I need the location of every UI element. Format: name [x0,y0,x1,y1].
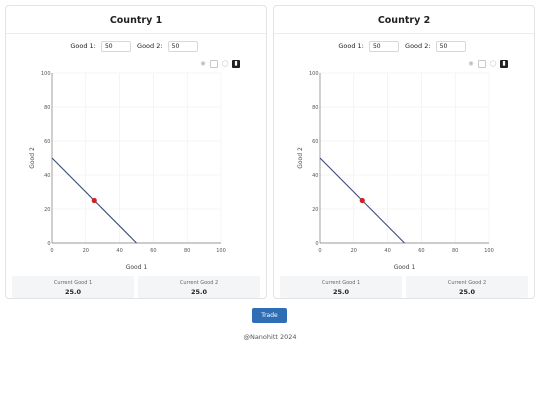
country-1-stats: Current Good 1 25.0 Current Good 2 25.0 [12,276,260,298]
current-good2-value: 25.0 [190,288,208,296]
box-select-icon[interactable] [210,60,218,68]
chart-toolbar: ◉ ◯ ▮ [467,60,508,68]
current-good2-value: 25.0 [458,288,476,296]
x-tick-label: 60 [150,248,156,254]
current-point [359,197,365,204]
country-1-title: Country 1 [109,15,163,26]
country-1-panel: Country 1 Good 1: Good 2: ◉ ◯ ▮ 0 20 40 60 8… [5,5,267,299]
good2-input[interactable] [167,41,198,52]
y-axis-label: Good 2 [297,147,304,169]
current-good2-card: Current Good 2 25.0 [406,276,528,298]
good1-label: Good 1: [70,42,96,50]
x-tick-label: 80 [452,248,458,254]
x-tick-label: 40 [116,248,122,254]
good2-label: Good 2: [405,42,431,50]
y-tick-label: 100 [41,71,51,77]
country-2-title: Country 2 [377,15,431,26]
country-2-stats: Current Good 1 25.0 Current Good 2 25.0 [280,276,528,298]
y-tick-label: 0 [47,241,50,247]
title-divider [6,33,266,34]
lasso-icon[interactable]: ◯ [489,60,497,67]
good2-input[interactable] [435,41,466,52]
x-tick-label: 20 [83,248,89,254]
current-good2-label: Current Good 2 [447,280,487,286]
x-tick-label: 60 [418,248,424,254]
current-good1-label: Current Good 1 [53,280,93,286]
y-tick-label: 60 [312,139,318,145]
x-tick-label: 0 [50,248,53,254]
country-2-panel: Country 2 Good 1: Good 2: ◉ ◯ ▮ 0 20 40 60 8… [273,5,535,299]
current-good1-card: Current Good 1 25.0 [12,276,134,298]
y-axis-label: Good 2 [29,147,36,169]
x-axis-label: Good 1 [126,264,148,271]
y-tick-label: 20 [312,207,318,213]
current-good1-value: 25.0 [64,288,82,296]
country-1-inputs: Good 1: Good 2: [6,40,266,53]
chart-toolbar: ◉ ◯ ▮ [199,60,240,68]
good1-label: Good 1: [338,42,364,50]
footer-credit: @Nanohitt 2024 [243,333,297,341]
y-tick-label: 80 [44,105,50,111]
good2-label: Good 2: [137,42,163,50]
y-tick-label: 60 [44,139,50,145]
current-good1-label: Current Good 1 [321,280,361,286]
current-point [91,197,97,204]
current-good2-card: Current Good 2 25.0 [138,276,260,298]
current-good2-label: Current Good 2 [179,280,219,286]
current-good1-value: 25.0 [332,288,350,296]
y-tick-label: 40 [312,173,318,179]
title-divider [274,33,534,34]
good1-input[interactable] [368,41,399,52]
y-tick-label: 20 [44,207,50,213]
country-1-chart[interactable]: 0 20 40 60 80 100 0 20 40 60 80 100 Good 1 Good 2 [6,66,268,276]
camera-icon[interactable]: ◉ [468,60,474,67]
y-tick-label: 80 [312,105,318,111]
x-tick-label: 80 [184,248,190,254]
current-good1-card: Current Good 1 25.0 [280,276,402,298]
x-axis-label: Good 1 [394,264,416,271]
box-select-icon[interactable] [478,60,486,68]
x-tick-label: 40 [384,248,390,254]
trade-button[interactable]: Trade [252,308,287,323]
x-tick-label: 20 [351,248,357,254]
x-tick-label: 100 [484,248,494,254]
bar-chart-icon[interactable]: ▮ [232,60,240,68]
country-2-chart[interactable]: 0 20 40 60 80 100 0 20 40 60 80 100 Good 1 Good 2 [274,66,536,276]
y-tick-label: 40 [44,173,50,179]
good1-input[interactable] [100,41,131,52]
y-tick-label: 0 [315,241,318,247]
country-2-inputs: Good 1: Good 2: [274,40,534,53]
x-tick-label: 100 [216,248,226,254]
lasso-icon[interactable]: ◯ [221,60,229,67]
x-tick-label: 0 [318,248,321,254]
camera-icon[interactable]: ◉ [200,60,206,67]
y-tick-label: 100 [309,71,319,77]
bar-chart-icon[interactable]: ▮ [500,60,508,68]
